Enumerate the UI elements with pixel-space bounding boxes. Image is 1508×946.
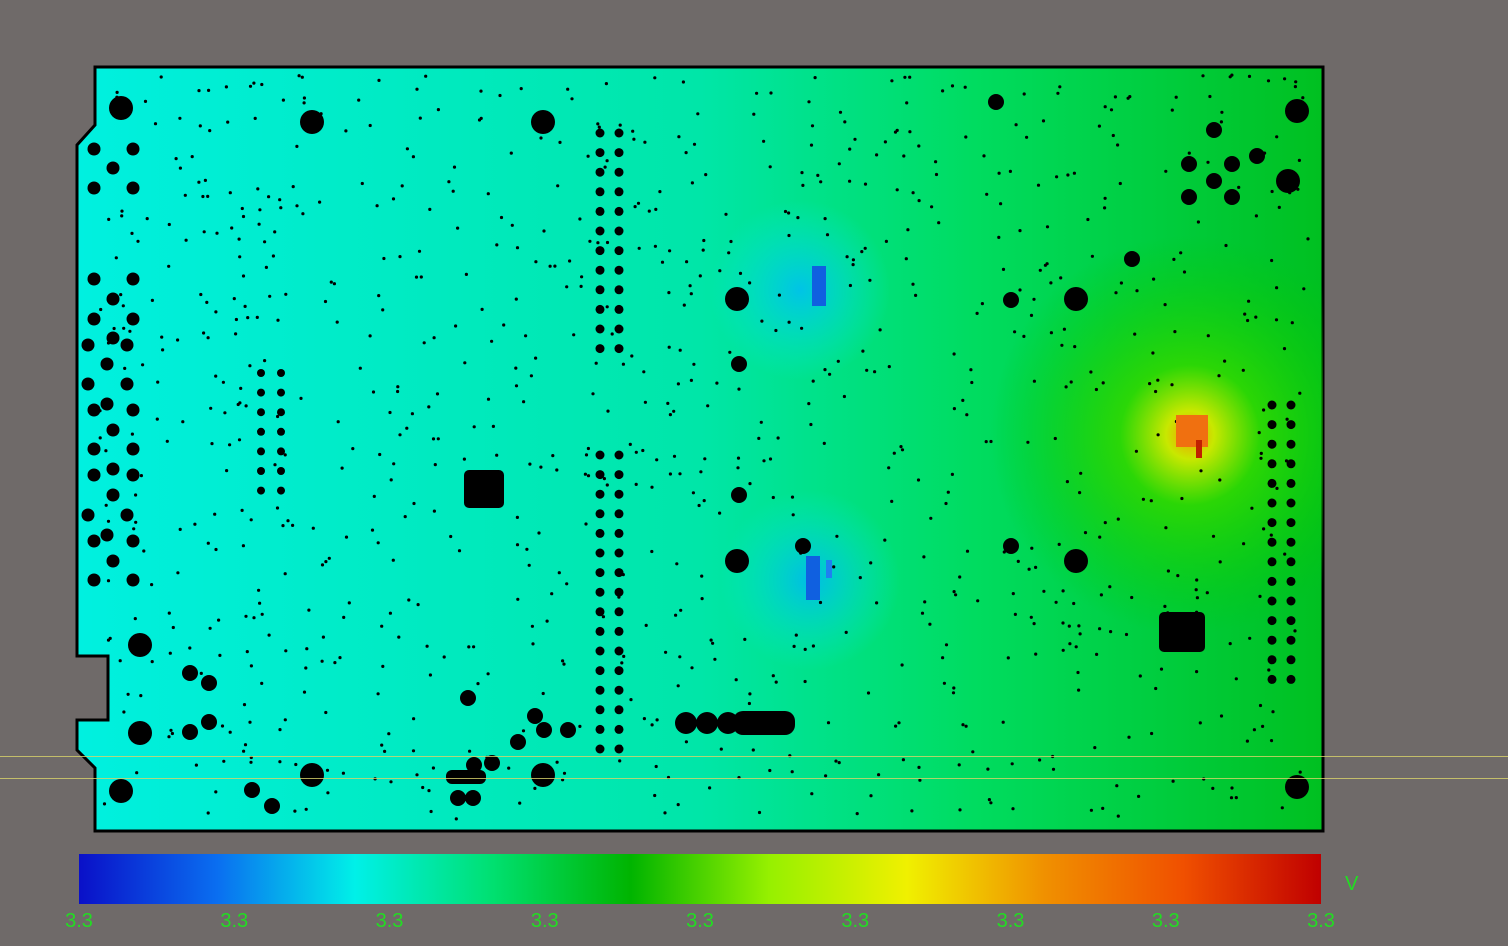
via-holes bbox=[81, 73, 1310, 821]
colorbar-tick-label: 3.3 bbox=[375, 910, 404, 932]
colorbar-tick-label: 3.3 bbox=[1151, 910, 1180, 932]
section-line-top bbox=[0, 756, 1508, 757]
unit-label: V bbox=[1345, 873, 1359, 895]
component-pads bbox=[446, 266, 1208, 784]
colorbar-tick-label: 3.3 bbox=[841, 910, 870, 932]
colorbar-tick-label: 3.3 bbox=[996, 910, 1025, 932]
section-line-bottom bbox=[0, 778, 1508, 779]
colorbar-tick-label: 3.3 bbox=[65, 910, 93, 932]
pcb-board-surface bbox=[75, 65, 1325, 833]
colorbar-tick-label: 3.3 bbox=[530, 910, 559, 932]
colorbar-tick-label: 3.3 bbox=[1307, 910, 1335, 932]
colorbar-legend bbox=[79, 854, 1321, 904]
colorbar-tick-label: 3.3 bbox=[686, 910, 714, 932]
colorbar-tick-label: 3.3 bbox=[220, 910, 249, 932]
